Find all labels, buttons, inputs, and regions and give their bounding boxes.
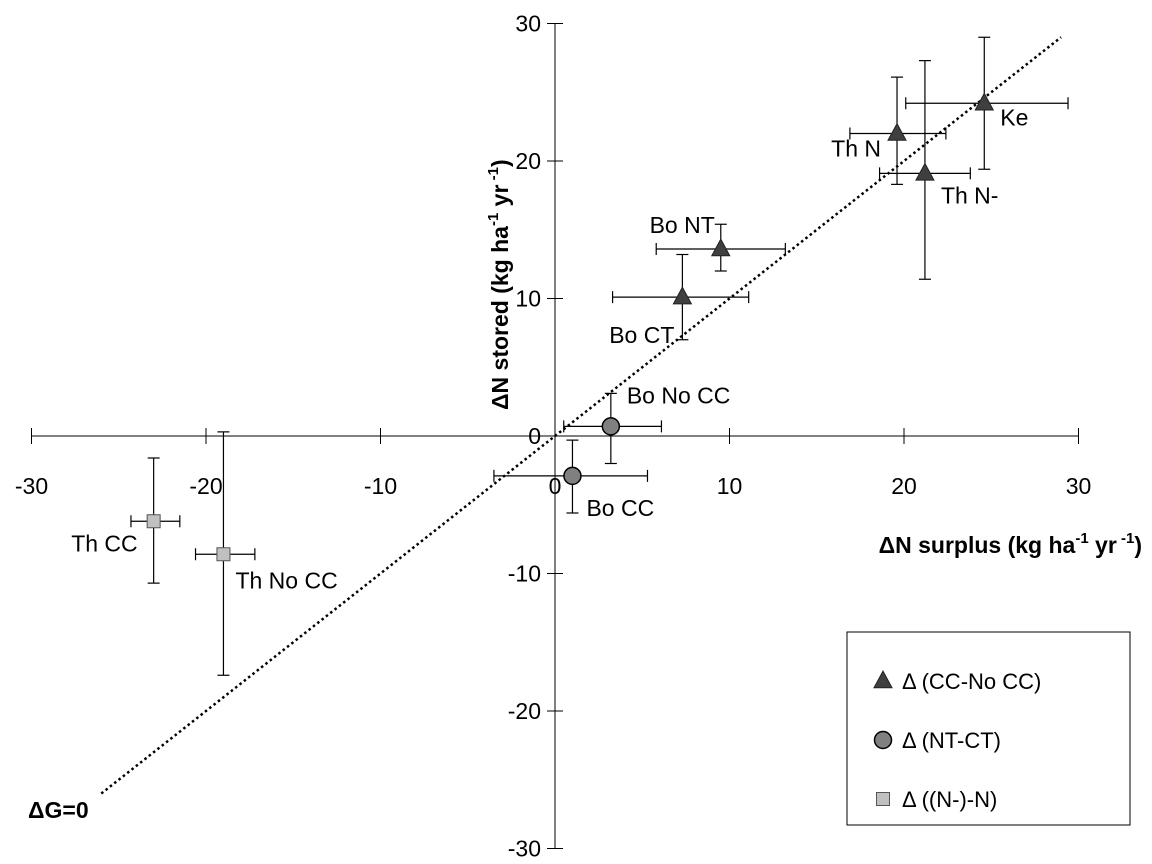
x-tick-label: 0: [549, 473, 562, 499]
y-axis-title: ΔN stored (kg ha-1 yr -1): [485, 159, 513, 410]
x-tick-label: 10: [717, 473, 743, 499]
x-tick-label: -10: [364, 473, 397, 499]
legend-marker: [873, 730, 893, 750]
point-label: Th No CC: [235, 567, 337, 593]
legend-marker: [876, 792, 890, 806]
legend: Δ (CC-No CC) Δ (NT-CT) Δ ((N-)-N): [846, 631, 1131, 826]
y-tick-label: -10: [508, 561, 541, 587]
data-point: [887, 122, 907, 141]
legend-label: Δ (NT-CT): [902, 728, 1001, 753]
legend-label: Δ ((N-)-N): [902, 787, 997, 812]
tick-labels-layer: -30 -20 -10 0 10 20 30 -30 -20 -10 0 10 20 30: [15, 11, 1091, 862]
legend-label: Δ (CC-No CC): [902, 669, 1041, 694]
y-tick-label: 10: [515, 286, 541, 312]
point-label: Th N-: [941, 182, 999, 208]
point-label: Th CC: [71, 530, 137, 556]
reference-line: [100, 36, 1062, 795]
points-layer: [146, 92, 995, 562]
data-point: [563, 466, 582, 486]
legend-box: [846, 631, 1131, 826]
data-point: [216, 547, 231, 562]
point-label: Bo CC: [586, 495, 654, 521]
y-tick-label: 20: [515, 148, 541, 174]
point-label: Bo No CC: [627, 382, 731, 408]
x-tick-label: 30: [1066, 473, 1092, 499]
y-tick-label: -30: [508, 836, 541, 862]
data-point: [146, 514, 161, 529]
data-point: [915, 162, 935, 181]
y-tick-label: 30: [515, 11, 541, 37]
y-tick-label: 0: [528, 423, 541, 449]
x-tick-label: -20: [189, 473, 222, 499]
data-point: [672, 286, 693, 305]
data-point: [601, 417, 621, 436]
axes-layer: [31, 23, 1079, 849]
legend-marker: [873, 670, 893, 689]
point-label: Bo NT: [650, 212, 715, 238]
x-tick-label: -30: [15, 473, 48, 499]
y-tick-label: -20: [508, 698, 541, 724]
error-bars-layer: [130, 36, 1069, 676]
x-tick-label: 20: [891, 473, 917, 499]
point-labels-layer: Ke Th N Th N- Bo NT Bo CT Bo No CC Bo CC Th CC T…: [71, 104, 1028, 593]
point-label: Ke: [1000, 104, 1028, 130]
reference-line-label: ΔG=0: [28, 797, 89, 823]
reference-line-layer: [100, 36, 1062, 795]
data-point: [710, 238, 731, 257]
point-label: Th N: [831, 136, 881, 162]
x-axis-title: ΔN surplus (kg ha-1 yr -1): [879, 530, 1142, 558]
data-point: [974, 92, 995, 111]
point-label: Bo CT: [609, 322, 674, 348]
